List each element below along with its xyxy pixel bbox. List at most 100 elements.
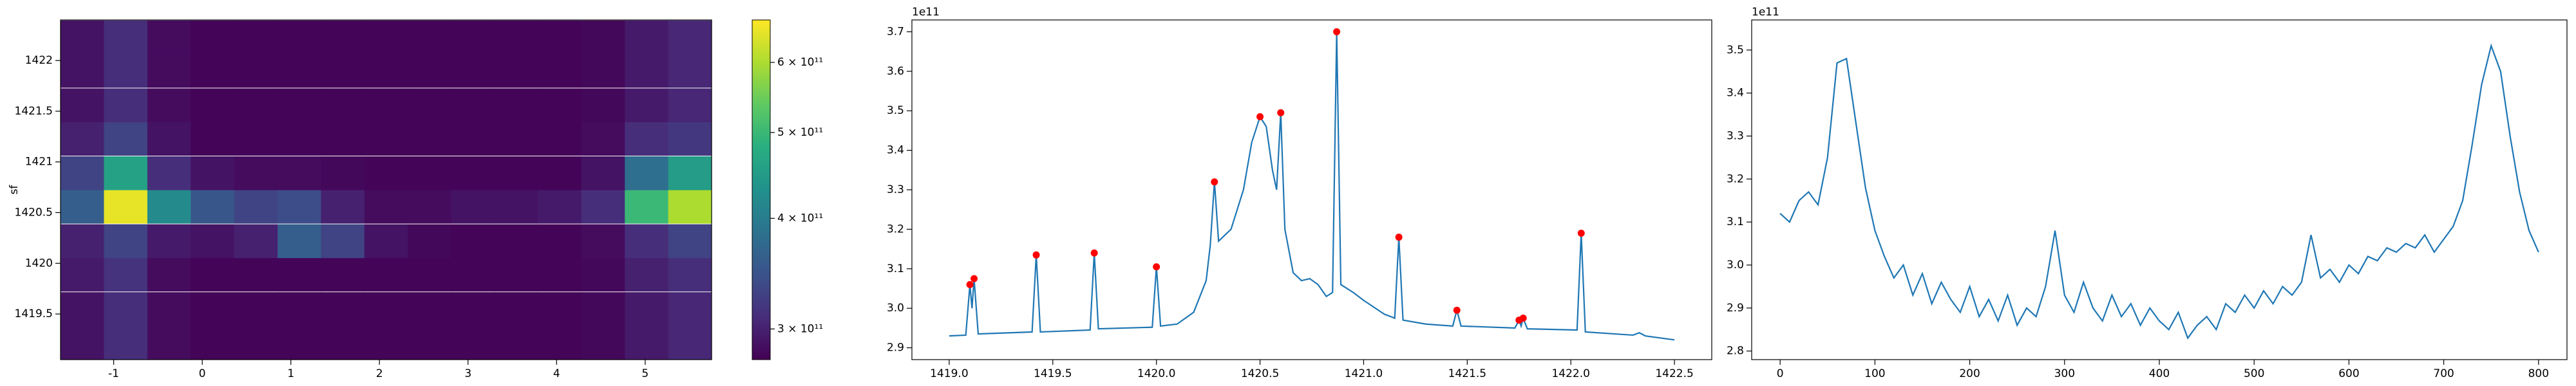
heatmap-cell — [104, 122, 148, 156]
x-tick-label: 0 — [199, 367, 206, 380]
colorbar-tick-label: 6 × 10¹¹ — [777, 56, 823, 69]
heatmap-cell — [147, 190, 191, 224]
heatmap-cell — [61, 53, 104, 88]
peak-marker — [1211, 178, 1218, 186]
heatmap-cell — [104, 20, 148, 55]
axes-frame — [60, 19, 712, 360]
y-tick-label: 3.4 — [887, 144, 904, 157]
heatmap-cell — [495, 224, 538, 259]
heatmap-cell — [495, 257, 538, 292]
heatmap-cell — [495, 292, 538, 326]
x-tick-label: 300 — [2054, 367, 2075, 380]
heatmap-cell — [191, 292, 235, 326]
heatmap-cell — [364, 53, 408, 88]
heatmap-cell — [234, 224, 278, 259]
heatmap-cell — [191, 156, 235, 190]
colorbar — [752, 19, 771, 360]
heatmap-cell — [625, 53, 669, 88]
y-tick-label: 3.6 — [887, 65, 904, 78]
heatmap-cell — [147, 257, 191, 292]
heatmap-cell — [581, 326, 625, 360]
heatmap-cell — [321, 190, 365, 224]
y-tick-label: 3.1 — [1727, 216, 1744, 228]
heatmap-cell — [625, 326, 669, 360]
y-tick-label: 3.5 — [1727, 44, 1744, 57]
heatmap-cell — [61, 88, 104, 122]
x-tick-label: 1 — [287, 367, 294, 380]
heatmap-cell — [234, 122, 278, 156]
x-tick-label: 1422.0 — [1551, 367, 1589, 380]
heatmap-cell — [538, 292, 582, 326]
heatmap-cell — [364, 292, 408, 326]
heatmap-cell — [104, 292, 148, 326]
y-tick-label: 2.9 — [1727, 302, 1744, 315]
heatmap-cell — [495, 20, 538, 55]
peak-marker — [1395, 234, 1403, 241]
heatmap-cell — [278, 53, 321, 88]
heatmap-cell — [147, 88, 191, 122]
heatmap-cell — [321, 156, 365, 190]
heatmap-cell — [581, 292, 625, 326]
heatmap-cell — [234, 156, 278, 190]
heatmap-cell — [364, 122, 408, 156]
colorbar-tick-label: 5 × 10¹¹ — [777, 126, 823, 139]
x-tick-label: 600 — [2338, 367, 2359, 380]
heatmap-cell — [581, 88, 625, 122]
heatmap-cell — [668, 122, 712, 156]
heatmap-cell — [104, 88, 148, 122]
heatmap-cell — [538, 88, 582, 122]
heatmap-cell — [668, 53, 712, 88]
heatmap-cell — [147, 224, 191, 259]
heatmap-cell — [538, 20, 582, 55]
heatmap-cell — [234, 88, 278, 122]
heatmap-cell — [147, 292, 191, 326]
heatmap-cell — [364, 20, 408, 55]
heatmap-cell — [234, 326, 278, 360]
heatmap-cell — [495, 156, 538, 190]
heatmap-cell — [668, 190, 712, 224]
heatmap-cell — [278, 257, 321, 292]
x-tick-label: 400 — [2149, 367, 2170, 380]
heatmap-cell — [104, 326, 148, 360]
heatmap-cell — [668, 326, 712, 360]
heatmap-cell — [147, 326, 191, 360]
heatmap-cell — [668, 156, 712, 190]
heatmap-cell — [321, 53, 365, 88]
y-tick-label: 3.3 — [887, 183, 904, 196]
heatmap-cell — [408, 88, 452, 122]
heatmap-cell — [234, 20, 278, 55]
y-tick-label: 1420.5 — [15, 206, 53, 219]
heatmap-cell — [364, 257, 408, 292]
peak-marker — [1577, 230, 1585, 237]
heatmap-cell — [278, 224, 321, 259]
heatmap-cell — [538, 190, 582, 224]
x-tick-label: 4 — [553, 367, 560, 380]
heatmap-cell — [321, 292, 365, 326]
heatmap-cell — [538, 326, 582, 360]
heatmap-cell — [451, 292, 495, 326]
heatmap-cell — [364, 224, 408, 259]
y-tick-label: 3.2 — [887, 223, 904, 235]
heatmap-cell — [321, 88, 365, 122]
y-tick-label: 1421.5 — [15, 105, 53, 118]
heatmap-cell — [147, 156, 191, 190]
peak-marker — [1519, 315, 1527, 322]
y-tick-label: 1421 — [25, 156, 53, 169]
heatmap-cell — [581, 156, 625, 190]
heatmap-cell — [451, 53, 495, 88]
heatmap-cell — [625, 88, 669, 122]
y-tick-label: 1422 — [25, 54, 53, 67]
x-tick-label: 1420.5 — [1241, 367, 1279, 380]
heatmap-cell — [364, 190, 408, 224]
heatmap-cell — [408, 190, 452, 224]
heatmap-cell — [581, 53, 625, 88]
heatmap-cell — [61, 122, 104, 156]
x-tick-label: 1419.5 — [1034, 367, 1072, 380]
heatmap-cell — [364, 326, 408, 360]
heatmap-cell — [278, 122, 321, 156]
heatmap-cell — [61, 20, 104, 55]
heatmap-cell — [495, 122, 538, 156]
x-tick-label: 3 — [464, 367, 471, 380]
heatmap-cell — [234, 53, 278, 88]
heatmap-cell — [668, 224, 712, 259]
